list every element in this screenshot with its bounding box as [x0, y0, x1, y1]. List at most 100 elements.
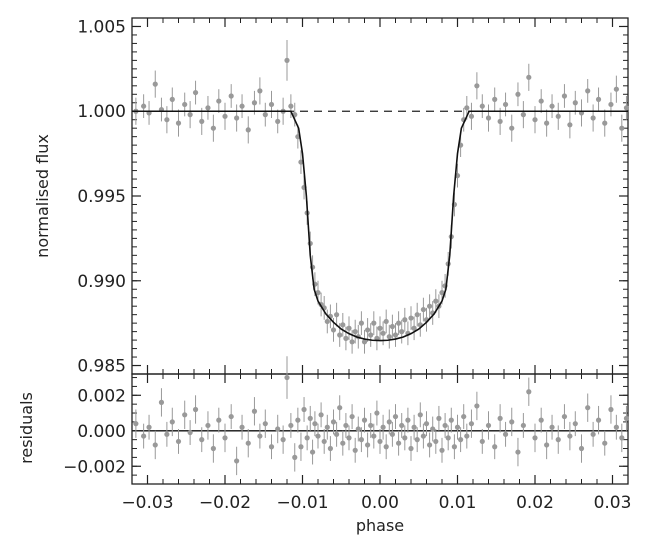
- flux-data-point: [497, 118, 503, 125]
- residuals-data-point: [146, 424, 152, 430]
- flux-data-point: [187, 112, 193, 118]
- phase-x-tick-label: −0.02: [199, 493, 251, 513]
- residuals-data-point: [169, 419, 175, 425]
- flux-data-point: [572, 100, 578, 106]
- residuals-data-points: [133, 374, 630, 464]
- phase-x-tick-label: 0.03: [594, 493, 632, 513]
- residuals-data-point: [334, 431, 340, 437]
- residuals-data-point: [386, 419, 392, 425]
- residuals-data-point: [262, 421, 268, 427]
- residuals-data-point: [602, 440, 608, 446]
- flux-data-point: [414, 312, 420, 318]
- residuals-data-point: [309, 449, 316, 455]
- flux-data-point: [439, 290, 445, 296]
- residuals-data-point: [561, 413, 568, 420]
- residuals-data-point: [321, 438, 327, 445]
- residuals-data-point: [502, 431, 509, 437]
- residuals-data-point: [133, 421, 139, 427]
- flux-data-point: [485, 115, 492, 121]
- residuals-data-point: [526, 389, 532, 395]
- residuals-x-ticks: [131, 374, 629, 484]
- phase-x-tick-label: 0.02: [516, 493, 554, 513]
- residuals-data-point: [619, 435, 625, 441]
- flux-data-point: [408, 315, 414, 321]
- residuals-data-point: [485, 422, 492, 429]
- flux-data-point: [152, 81, 158, 87]
- residuals-data-point: [284, 374, 290, 381]
- residuals-data-point: [164, 431, 170, 437]
- residuals-data-point: [346, 435, 352, 441]
- flux-y-tick-labels: 0.985 0.990 0.995 1.000 1.005: [77, 17, 126, 376]
- residuals-data-point: [492, 444, 498, 450]
- flux-data-point: [509, 125, 515, 131]
- residuals-data-point: [383, 444, 389, 450]
- flux-data-point: [346, 325, 352, 331]
- residuals-y-tick-labels: −0.002 0.000 0.002: [63, 386, 126, 477]
- residuals-data-point: [613, 424, 619, 430]
- flux-data-point: [492, 96, 498, 102]
- flux-y-tick-label: 0.995: [77, 187, 126, 207]
- flux-data-point: [262, 112, 268, 118]
- residuals-data-point: [292, 454, 298, 460]
- residuals-data-point: [544, 442, 550, 448]
- residuals-data-point: [349, 413, 355, 420]
- flux-panel: 0.985 0.990 0.995 1.000 1.005 normalised flu…: [33, 17, 630, 377]
- residuals-data-point: [312, 421, 318, 427]
- flux-data-point: [479, 103, 485, 109]
- residuals-data-point: [239, 424, 245, 430]
- flux-data-point: [567, 122, 573, 128]
- residuals-data-point: [175, 438, 182, 445]
- flux-data-point: [544, 120, 550, 126]
- flux-data-point: [268, 101, 275, 108]
- residuals-data-point: [298, 444, 304, 450]
- residuals-data-point: [358, 437, 364, 443]
- residuals-data-point: [315, 433, 321, 439]
- flux-data-point: [205, 105, 211, 111]
- residuals-data-point: [158, 399, 165, 405]
- flux-data-point: [420, 306, 426, 313]
- flux-y-tick-label: 0.985: [77, 357, 126, 377]
- residuals-data-point: [468, 421, 475, 427]
- residuals-data-point: [192, 406, 199, 413]
- residuals-data-point: [337, 405, 343, 411]
- flux-data-point: [169, 96, 175, 102]
- flux-data-point: [182, 101, 188, 108]
- residuals-y-tick-label: 0.000: [77, 422, 126, 442]
- flux-data-point: [257, 88, 263, 94]
- residuals-data-point: [442, 422, 448, 429]
- flux-data-point: [549, 103, 555, 109]
- flux-data-point: [555, 113, 561, 119]
- residuals-data-point: [448, 417, 454, 423]
- residuals-data-point: [280, 437, 286, 443]
- residuals-data-point: [368, 422, 374, 429]
- residuals-y-tick-label: 0.002: [77, 386, 126, 406]
- flux-data-point: [377, 325, 383, 331]
- flux-data-point: [380, 330, 386, 336]
- residuals-data-point: [182, 412, 188, 418]
- flux-data-point: [608, 101, 614, 108]
- residuals-data-point: [199, 437, 205, 443]
- residuals-data-point: [343, 422, 349, 429]
- residuals-data-point: [555, 437, 561, 443]
- residuals-data-point: [307, 415, 313, 421]
- residuals-data-point: [458, 437, 464, 443]
- residuals-data-point: [474, 403, 480, 409]
- flux-data-point: [192, 89, 199, 96]
- flux-data-point: [515, 91, 521, 97]
- residuals-data-point: [361, 417, 368, 423]
- flux-data-point: [251, 100, 258, 106]
- residuals-data-point: [257, 433, 263, 439]
- flux-data-point: [371, 320, 377, 326]
- residuals-data-point: [324, 424, 330, 430]
- residuals-data-point: [423, 421, 430, 427]
- residuals-data-point: [304, 435, 310, 441]
- residuals-data-point: [461, 413, 467, 420]
- residuals-data-point: [268, 444, 275, 450]
- flux-data-point: [210, 125, 216, 131]
- residuals-data-point: [275, 426, 281, 432]
- flux-data-point: [396, 320, 402, 326]
- residuals-data-point: [187, 429, 193, 436]
- flux-axis-title: normalised flux: [33, 134, 52, 258]
- residuals-data-point: [295, 417, 301, 423]
- residuals-data-point: [205, 422, 211, 429]
